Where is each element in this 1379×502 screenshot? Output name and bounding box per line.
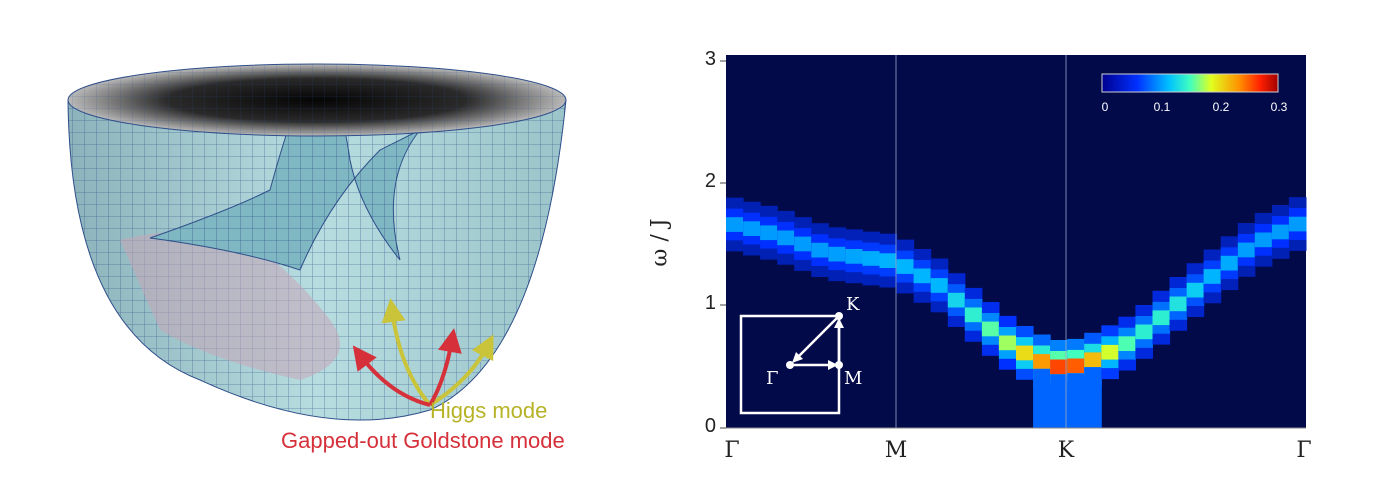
heatmap-cell [1084,367,1102,428]
heatmap-cell [760,225,778,241]
x-tick-label-k: K [1057,438,1075,463]
heatmap-cell [1135,324,1153,340]
heatmap-cell [964,307,983,323]
colorbar-tick: 0 [1101,100,1109,114]
heatmap-cell [1050,374,1068,428]
y-tick-label: 1 [704,292,716,314]
heatmap-cell [1288,216,1307,232]
x-tick-label-gamma-end: Γ [1296,438,1312,463]
heatmap-cell [794,236,812,252]
bz-label-k: K [846,294,860,315]
heatmap-cell [879,253,898,268]
heatmap-cell [1050,359,1068,375]
bz-path-k-gamma [794,315,840,361]
heatmap-cell [947,292,966,308]
heatmap-cell [1152,310,1171,326]
heatmap-cell [1271,224,1290,240]
heatmap-cell [1067,358,1085,374]
heatmap-cell [777,230,795,246]
heatmap-cell [1203,269,1222,284]
bz-label-gamma: Γ [766,368,779,389]
bz-label-m: M [844,368,863,389]
heatmap-cell [1254,232,1273,248]
heatmap-cell [1067,373,1085,428]
heatmap-cells [726,197,1307,428]
heatmap-cell [930,278,949,293]
heatmap-cell [1033,368,1051,428]
x-tick-label-gamma-start: Γ [724,438,740,463]
heatmap-cell [845,249,863,264]
heatmap-cell [862,251,881,266]
y-tick-marks [720,60,726,429]
y-tick-label: 3 [704,48,716,70]
colorbar-tick: 0.3 [1270,100,1288,114]
heatmap-cell [1186,282,1205,298]
mode-arrows [352,298,494,407]
higgs-mode-label: Higgs mode [430,398,548,423]
heatmap-cell [1033,354,1051,369]
heatmap-cell [913,268,932,284]
heatmap-cell [1084,352,1102,368]
goldstone-arrow-left [352,345,431,407]
heatmap-cell [896,259,915,274]
colorbar-tick: 0.2 [1212,100,1230,114]
y-tick-label: 0 [704,415,716,437]
colorbar-tick: 0.1 [1153,100,1171,114]
heatmap-cell [981,321,1000,337]
y-axis-label: ω / J [647,218,673,267]
goldstone-arrow-right [428,328,462,407]
x-tick-label-m: M [884,438,908,463]
bz-point-gamma [786,361,794,369]
bz-point-m [835,361,843,369]
bz-inset [739,312,844,415]
potential-surface [67,63,567,421]
heatmap-cell [1016,345,1034,361]
higgs-arrow-left [381,298,432,407]
heatmap-cell [743,221,761,236]
y-tick-label: 2 [704,170,716,192]
heatmap-cell [828,246,846,262]
heatmap-cell [1101,344,1119,360]
colorbar [1101,73,1279,93]
heatmap-cell [1237,242,1256,258]
heatmap-cell [998,335,1017,351]
heatmap-cell [1169,296,1188,312]
heatmap-chart [720,55,1307,429]
goldstone-mode-label: Gapped-out Goldstone mode [281,428,565,453]
higgs-arrow-right [428,334,494,407]
heatmap-cell [811,242,829,258]
bz-point-k [835,312,843,320]
heatmap-cell [1220,255,1239,271]
heatmap-cell [726,217,744,232]
heatmap-cell [1118,336,1136,351]
